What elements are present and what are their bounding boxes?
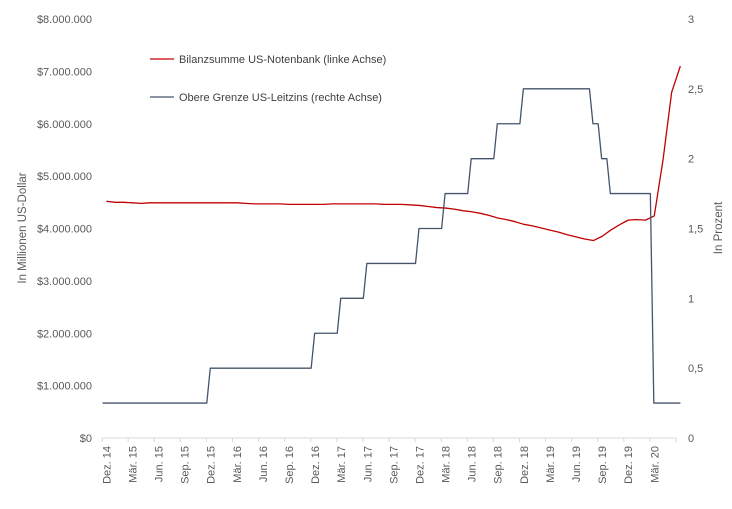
x-axis-tick-label: Mär. 15: [127, 446, 139, 483]
x-axis-tick-label: Mär. 19: [545, 446, 557, 483]
x-axis-tick-label: Dez. 14: [101, 446, 113, 484]
right-axis-tick-label: 2: [688, 154, 694, 166]
left-axis-tick-label: $7.000.000: [37, 66, 92, 78]
left-axis-tick-label: $1.000.000: [37, 381, 92, 393]
series-line-rate-upper-bound: [102, 88, 681, 404]
left-axis-tick-label: $6.000.000: [37, 119, 92, 131]
left-axis-tick-label: $0: [80, 433, 92, 445]
left-axis-tick-label: $2.000.000: [37, 328, 92, 340]
x-axis-tick-label: Sep. 15: [180, 446, 192, 484]
x-axis-tick-label: Dez. 15: [206, 446, 218, 484]
x-axis-tick-label: Mär. 18: [441, 446, 453, 483]
right-axis-tick-labels: 0 0,5 1 1,5 2 2,5 3: [688, 14, 703, 445]
series-line-balance-sheet: [106, 65, 681, 242]
x-axis-tick-label: Sep. 18: [493, 446, 505, 484]
x-axis-tick-label: Jun. 18: [467, 446, 479, 482]
left-axis-title: In Millionen US-Dollar: [17, 172, 29, 283]
legend-label-rate: Obere Grenze US-Leitzins (rechte Achse): [179, 92, 382, 104]
x-axis-tick-label: Jun. 15: [154, 446, 166, 482]
x-axis-tick-label: Dez. 18: [519, 446, 531, 484]
x-axis-tick-marks: [101, 438, 677, 442]
x-axis-tick-label: Sep. 19: [597, 446, 609, 484]
x-axis-tick-label: Mär. 20: [649, 446, 661, 483]
right-axis-tick-label: 1: [688, 293, 694, 305]
x-axis-tick-label: Mär. 17: [336, 446, 348, 483]
legend: Bilanzsumme US-Notenbank (linke Achse) O…: [150, 54, 386, 104]
right-axis-tick-label: 0,5: [688, 363, 703, 375]
x-axis-tick-label: Dez. 17: [414, 446, 426, 484]
right-axis-title: In Prozent: [713, 201, 725, 254]
x-axis-tick-label: Mär. 16: [232, 446, 244, 483]
left-axis-tick-label: $3.000.000: [37, 276, 92, 288]
legend-label-balance: Bilanzsumme US-Notenbank (linke Achse): [179, 54, 386, 66]
left-axis-tick-label: $4.000.000: [37, 224, 92, 236]
x-axis-tick-labels: Dez. 14 Mär. 15 Jun. 15 Sep. 15 Dez. 15 Mär. …: [101, 446, 661, 484]
right-axis-tick-label: 0: [688, 433, 694, 445]
left-axis-tick-label: $8.000.000: [37, 14, 92, 26]
left-axis-tick-labels: $0 $1.000.000 $2.000.000 $3.000.000 $4.000.0…: [37, 14, 92, 445]
series-layer: [102, 65, 681, 404]
x-axis-tick-label: Sep. 16: [284, 446, 296, 484]
right-axis-tick-label: 2,5: [688, 84, 703, 96]
x-axis-tick-label: Jun. 16: [258, 446, 270, 482]
x-axis-tick-label: Dez. 19: [623, 446, 635, 484]
left-axis-tick-label: $5.000.000: [37, 171, 92, 183]
right-axis-tick-label: 3: [688, 14, 694, 26]
x-axis-tick-label: Jun. 19: [571, 446, 583, 482]
right-axis-tick-label: 1,5: [688, 224, 703, 236]
x-axis-tick-label: Sep. 17: [388, 446, 400, 484]
x-axis-tick-label: Dez. 16: [310, 446, 322, 484]
x-axis-tick-label: Jun. 17: [362, 446, 374, 482]
